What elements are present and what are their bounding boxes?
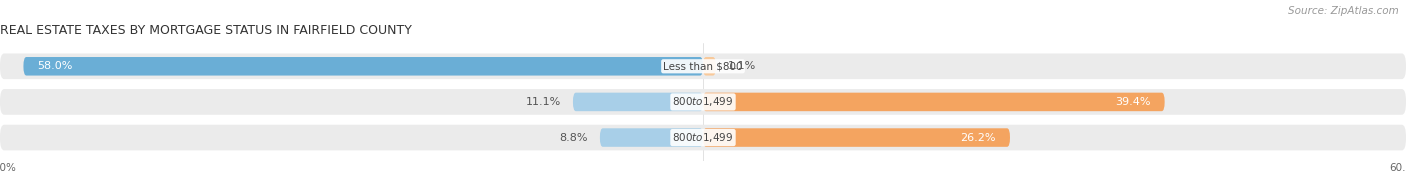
FancyBboxPatch shape	[703, 93, 1164, 111]
Text: Less than $800: Less than $800	[664, 61, 742, 71]
FancyBboxPatch shape	[24, 57, 703, 75]
Text: Source: ZipAtlas.com: Source: ZipAtlas.com	[1288, 6, 1399, 16]
Text: REAL ESTATE TAXES BY MORTGAGE STATUS IN FAIRFIELD COUNTY: REAL ESTATE TAXES BY MORTGAGE STATUS IN …	[0, 24, 412, 37]
Text: 1.1%: 1.1%	[728, 61, 756, 71]
FancyBboxPatch shape	[600, 128, 703, 147]
Text: 11.1%: 11.1%	[526, 97, 561, 107]
Text: 58.0%: 58.0%	[38, 61, 73, 71]
Text: $800 to $1,499: $800 to $1,499	[672, 131, 734, 144]
Text: 39.4%: 39.4%	[1115, 97, 1150, 107]
FancyBboxPatch shape	[574, 93, 703, 111]
FancyBboxPatch shape	[0, 125, 1406, 150]
Text: 8.8%: 8.8%	[560, 132, 588, 142]
FancyBboxPatch shape	[703, 128, 1010, 147]
FancyBboxPatch shape	[703, 57, 716, 75]
FancyBboxPatch shape	[0, 54, 1406, 79]
Text: $800 to $1,499: $800 to $1,499	[672, 95, 734, 108]
Text: 26.2%: 26.2%	[960, 132, 995, 142]
FancyBboxPatch shape	[0, 89, 1406, 115]
